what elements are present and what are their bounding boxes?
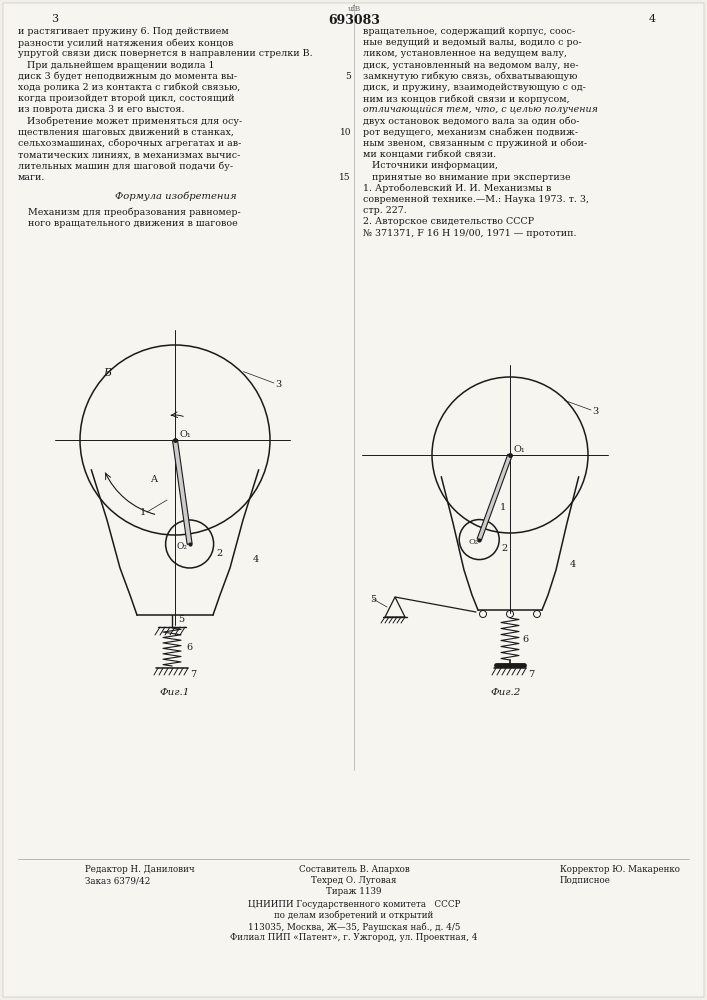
Text: томатических линиях, в механизмах вычис-: томатических линиях, в механизмах вычис-	[18, 150, 240, 159]
Text: Техред О. Луговая: Техред О. Луговая	[311, 876, 397, 885]
Text: и растягивает пружину 6. Под действием: и растягивает пружину 6. Под действием	[18, 27, 229, 36]
Text: 6: 6	[522, 635, 528, 644]
Text: 2. Авторское свидетельство СССР: 2. Авторское свидетельство СССР	[363, 217, 534, 226]
Text: O₂: O₂	[176, 542, 187, 551]
Text: ные ведущий и ведомый валы, водило с ро-: ные ведущий и ведомый валы, водило с ро-	[363, 38, 582, 47]
Text: 5: 5	[345, 72, 351, 81]
Text: 4: 4	[253, 555, 259, 564]
Text: 7: 7	[190, 670, 197, 679]
Text: 2: 2	[501, 544, 508, 553]
Text: Фиг.2: Фиг.2	[490, 688, 520, 697]
Text: рот ведущего, механизм снабжен подвиж-: рот ведущего, механизм снабжен подвиж-	[363, 128, 578, 137]
Text: диск, и пружину, взаимодействующую с од-: диск, и пружину, взаимодействующую с од-	[363, 83, 586, 92]
Text: 3: 3	[592, 407, 598, 416]
Text: № 371371, F 16 H 19/00, 1971 — прототип.: № 371371, F 16 H 19/00, 1971 — прототип.	[363, 229, 576, 238]
Text: отличающийся тем, что, с целью получения: отличающийся тем, что, с целью получения	[363, 105, 598, 114]
Text: 5: 5	[178, 615, 184, 624]
Text: когда произойдет второй цикл, состоящий: когда произойдет второй цикл, состоящий	[18, 94, 235, 103]
Text: Механизм для преобразования равномер-: Механизм для преобразования равномер-	[28, 208, 241, 217]
Text: двух остановок ведомого вала за один обо-: двух остановок ведомого вала за один обо…	[363, 117, 580, 126]
Text: ми концами гибкой связи.: ми концами гибкой связи.	[363, 150, 496, 159]
Text: ного вращательного движения в шаговое: ного вращательного движения в шаговое	[28, 219, 238, 228]
Text: 5: 5	[370, 595, 376, 604]
Text: 10: 10	[339, 128, 351, 137]
Text: Составитель В. Апархов: Составитель В. Апархов	[298, 865, 409, 874]
Text: Изобретение может применяться для осу-: Изобретение может применяться для осу-	[18, 117, 243, 126]
Text: В: В	[103, 368, 111, 378]
Text: 6: 6	[186, 643, 192, 652]
Text: O₁: O₁	[513, 445, 525, 454]
Text: сельхозмашинах, сборочных агрегатах и ав-: сельхозмашинах, сборочных агрегатах и ав…	[18, 139, 241, 148]
Text: Формула изобретения: Формула изобретения	[115, 192, 237, 201]
Text: замкнутую гибкую связь, обхватывающую: замкнутую гибкую связь, обхватывающую	[363, 72, 578, 81]
Text: A: A	[150, 475, 157, 484]
Text: 1: 1	[140, 508, 146, 517]
Text: 4: 4	[648, 14, 655, 24]
Text: 3: 3	[275, 380, 281, 389]
Text: 2: 2	[216, 549, 223, 558]
Text: ществления шаговых движений в станках,: ществления шаговых движений в станках,	[18, 128, 234, 137]
Text: Редактор Н. Данилович: Редактор Н. Данилович	[85, 865, 194, 874]
Text: диск, установленный на ведомом валу, не-: диск, установленный на ведомом валу, не-	[363, 61, 578, 70]
Text: 1: 1	[500, 503, 506, 512]
Text: современной технике.—М.: Наука 1973. т. 3,: современной технике.—М.: Наука 1973. т. …	[363, 195, 589, 204]
Text: 7: 7	[528, 670, 534, 679]
Text: Тираж 1139: Тираж 1139	[326, 887, 382, 896]
Text: по делам изобретений и открытий: по делам изобретений и открытий	[274, 911, 433, 920]
Text: разности усилий натяжения обеих концов: разности усилий натяжения обеих концов	[18, 38, 233, 48]
Text: лительных машин для шаговой подачи бу-: лительных машин для шаговой подачи бу-	[18, 161, 233, 171]
Text: упругой связи диск повернется в направлении стрелки В.: упругой связи диск повернется в направле…	[18, 49, 312, 58]
Text: маги.: маги.	[18, 173, 45, 182]
Text: При дальнейшем вращении водила 1: При дальнейшем вращении водила 1	[18, 61, 214, 70]
Text: ЦНИИПИ Государственного комитета   СССР: ЦНИИПИ Государственного комитета СССР	[248, 900, 460, 909]
Polygon shape	[477, 454, 512, 540]
Text: O₂: O₂	[468, 538, 478, 546]
Text: ним из концов гибкой связи и корпусом,: ним из концов гибкой связи и корпусом,	[363, 94, 570, 104]
Text: ным звеном, связанным с пружиной и обои-: ным звеном, связанным с пружиной и обои-	[363, 139, 587, 148]
Polygon shape	[173, 440, 192, 544]
Text: ликом, установленное на ведущем валу,: ликом, установленное на ведущем валу,	[363, 49, 567, 58]
Text: 1. Артоболевский И. И. Механизмы в: 1. Артоболевский И. И. Механизмы в	[363, 184, 551, 193]
Text: Фиг.1: Фиг.1	[160, 688, 190, 697]
Text: ufB: ufB	[347, 5, 361, 13]
Text: 693083: 693083	[328, 14, 380, 27]
Text: принятые во внимание при экспертизе: принятые во внимание при экспертизе	[363, 173, 571, 182]
Text: Филиал ПИП «Патент», г. Ужгород, ул. Проектная, 4: Филиал ПИП «Патент», г. Ужгород, ул. Про…	[230, 933, 478, 942]
Text: 15: 15	[339, 173, 351, 182]
Text: хода ролика 2 из контакта с гибкой связью,: хода ролика 2 из контакта с гибкой связь…	[18, 83, 240, 93]
Text: O₁: O₁	[179, 430, 191, 439]
Text: вращательное, содержащий корпус, соос-: вращательное, содержащий корпус, соос-	[363, 27, 575, 36]
Text: стр. 227.: стр. 227.	[363, 206, 407, 215]
Text: из поврота диска 3 и его выстоя.: из поврота диска 3 и его выстоя.	[18, 105, 185, 114]
Text: 113035, Москва, Ж—35, Раушская наб., д. 4/5: 113035, Москва, Ж—35, Раушская наб., д. …	[248, 922, 460, 932]
Text: Заказ 6379/42: Заказ 6379/42	[85, 876, 151, 885]
Text: Источники информации,: Источники информации,	[363, 161, 498, 170]
Text: Корректор Ю. Макаренко: Корректор Ю. Макаренко	[560, 865, 680, 874]
Text: диск 3 будет неподвижным до момента вы-: диск 3 будет неподвижным до момента вы-	[18, 72, 237, 81]
Text: Подписное: Подписное	[560, 876, 611, 885]
Text: 4: 4	[570, 560, 576, 569]
Text: 3: 3	[52, 14, 59, 24]
